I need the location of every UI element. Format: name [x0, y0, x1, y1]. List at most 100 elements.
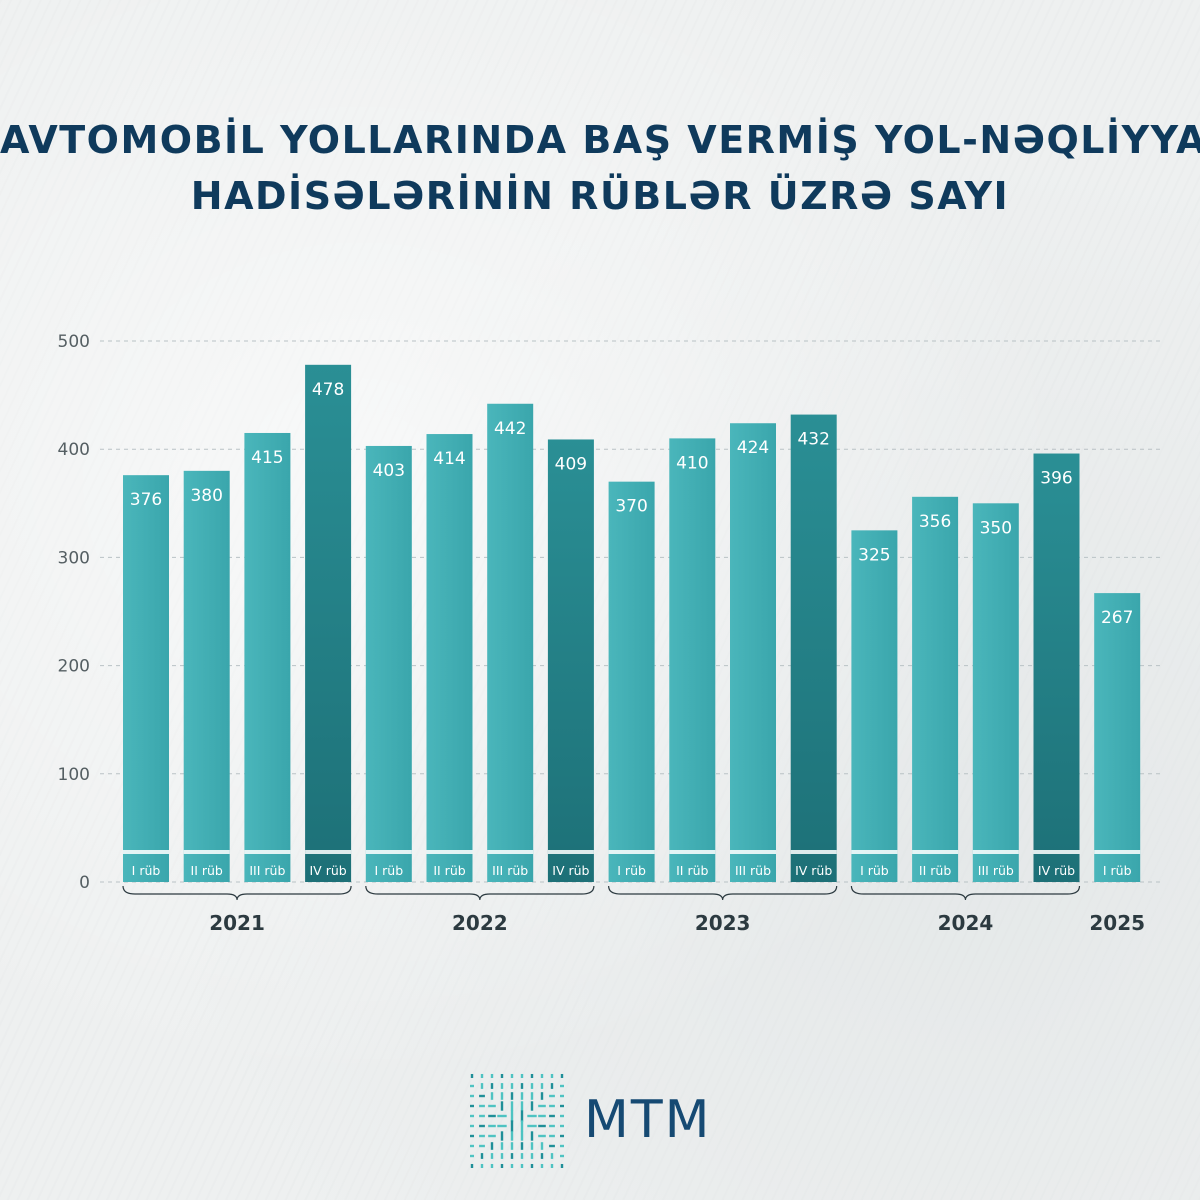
logo-dot	[480, 1083, 484, 1089]
logo-dot	[530, 1101, 534, 1111]
category-label: I rüb	[1103, 863, 1132, 878]
logo-dot	[490, 1092, 494, 1100]
year-brace	[365, 885, 595, 901]
bar-separator	[123, 850, 169, 854]
bar-separator	[912, 850, 959, 854]
bar	[547, 439, 594, 882]
bar	[365, 445, 412, 882]
bar-separator	[730, 850, 776, 854]
logo-dot	[510, 1153, 514, 1159]
logo-dot	[500, 1083, 504, 1089]
logo-dot	[470, 1104, 474, 1108]
logo-dot	[490, 1074, 494, 1078]
logo-dot	[560, 1084, 564, 1088]
bar	[912, 496, 959, 882]
value-label: 442	[494, 419, 526, 439]
logo-dot	[497, 1124, 507, 1128]
logo-dot	[510, 1092, 514, 1100]
logo-dot	[479, 1124, 485, 1128]
logo-dot	[510, 1110, 514, 1122]
title-line-1: AVTOMOBİL YOLLARINDA BAŞ VERMİŞ YOL-NƏQL…	[0, 118, 1200, 162]
year-brace	[608, 885, 838, 901]
value-label: 432	[797, 430, 829, 450]
mtm-logo-icon	[470, 1074, 564, 1168]
y-tick-label: 100	[58, 765, 90, 785]
logo-dot	[520, 1120, 524, 1132]
logo-dot	[540, 1083, 544, 1089]
bar-separator	[547, 850, 594, 854]
value-label: 267	[1101, 608, 1133, 628]
logo-dot	[520, 1164, 524, 1168]
logo-dot	[470, 1114, 474, 1118]
logo-dot	[480, 1153, 484, 1159]
bar-separator	[183, 850, 230, 854]
bar	[608, 481, 655, 882]
category-label: II rüb	[191, 863, 223, 878]
logo-dot	[480, 1074, 484, 1078]
logo-dot	[538, 1114, 546, 1118]
bar	[244, 432, 291, 882]
logo-dot	[479, 1114, 485, 1118]
value-label: 403	[373, 461, 405, 481]
logo-dot	[549, 1134, 555, 1138]
logo-dot	[560, 1094, 564, 1098]
logo-dot	[470, 1084, 474, 1088]
logo-dot	[560, 1144, 564, 1148]
year-label: 2025	[1089, 911, 1145, 935]
logo-dot	[510, 1083, 514, 1089]
logo-dot	[540, 1164, 544, 1168]
logo-dot	[549, 1144, 555, 1148]
chart-title: AVTOMOBİL YOLLARINDA BAŞ VERMİŞ YOL-NƏQL…	[0, 112, 1200, 224]
bar-separator	[365, 850, 412, 854]
bar	[1033, 453, 1080, 882]
logo-dot	[560, 1134, 564, 1138]
bar-separator	[426, 850, 473, 854]
category-label: IV rüb	[309, 863, 346, 878]
logo-dot	[549, 1114, 555, 1118]
logo-dot	[520, 1074, 524, 1078]
y-tick-label: 0	[79, 873, 90, 893]
category-label: III rüb	[735, 863, 771, 878]
logo-dot	[510, 1131, 514, 1141]
logo-dot	[540, 1074, 544, 1078]
logo-dot	[560, 1154, 564, 1158]
bar-separator	[669, 850, 716, 854]
y-tick-label: 200	[58, 657, 90, 677]
bar	[123, 475, 169, 882]
logo-dot	[510, 1120, 514, 1132]
logo-dot	[560, 1114, 564, 1118]
category-label: IV rüb	[552, 863, 589, 878]
brand-name: MTM	[584, 1090, 712, 1150]
y-tick-label: 500	[58, 332, 90, 352]
logo-dot	[500, 1131, 504, 1141]
logo-dot	[488, 1114, 496, 1118]
bar-separator	[790, 850, 837, 854]
logo-dot	[527, 1124, 537, 1128]
logo-dot	[470, 1144, 474, 1148]
category-label: IV rüb	[1038, 863, 1075, 878]
logo-dot	[500, 1101, 504, 1111]
bar	[851, 530, 898, 882]
value-label: 410	[676, 453, 708, 473]
value-label: 325	[858, 545, 890, 565]
bar	[1094, 593, 1141, 882]
category-label: IV rüb	[795, 863, 832, 878]
logo-dot	[479, 1144, 485, 1148]
logo-dot	[530, 1131, 534, 1141]
logo-dot	[538, 1124, 546, 1128]
logo-dot	[479, 1134, 485, 1138]
category-label: II rüb	[433, 863, 465, 878]
bar-separator	[244, 850, 291, 854]
logo-dot	[540, 1092, 544, 1100]
bar-separator	[1033, 850, 1080, 854]
logo-dot	[530, 1074, 534, 1078]
category-label: I rüb	[132, 863, 161, 878]
value-label: 415	[251, 448, 283, 468]
year-label: 2023	[695, 911, 751, 935]
logo-dot	[470, 1124, 474, 1128]
logo-dot	[550, 1074, 554, 1078]
logo-dot	[480, 1164, 484, 1168]
bar-separator	[305, 850, 352, 854]
logo-dot	[540, 1142, 544, 1150]
